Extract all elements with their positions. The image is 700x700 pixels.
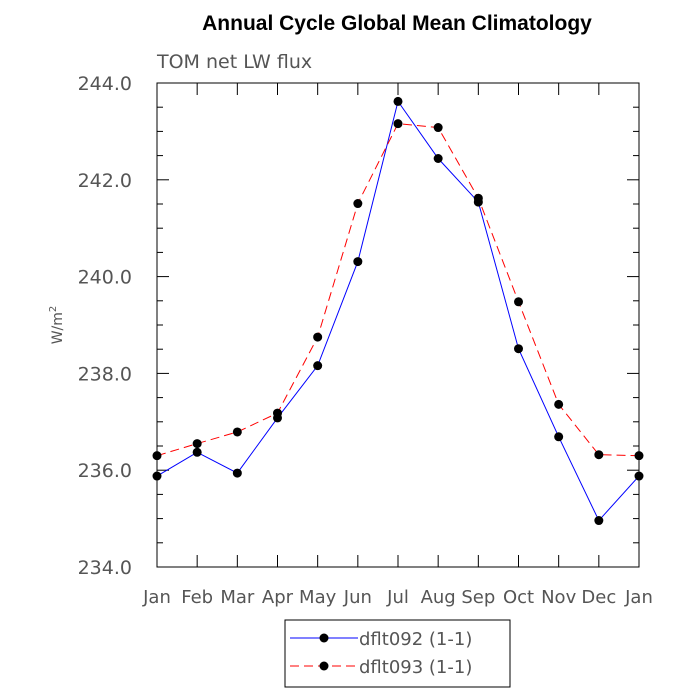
series-1-point bbox=[433, 154, 443, 164]
legend-label-2: dflt093 (1-1) bbox=[359, 657, 472, 678]
y-tick-label: 234.0 bbox=[78, 557, 132, 579]
y-tick-label: 244.0 bbox=[78, 73, 132, 95]
legend-label-1: dflt092 (1-1) bbox=[359, 629, 472, 650]
legend-box bbox=[284, 619, 511, 688]
series-2-point bbox=[273, 408, 282, 418]
series-2-point bbox=[232, 427, 242, 437]
series-1-point bbox=[192, 447, 202, 457]
x-axis: Jan Feb Mar Apr May Jun Jul Aug Sep Oct Nov Dec Jan bbox=[142, 83, 653, 608]
series-layer bbox=[152, 96, 644, 526]
series-2-point bbox=[353, 199, 363, 209]
series-2-point bbox=[554, 399, 564, 409]
series-1-point bbox=[152, 471, 162, 481]
y-axis-label-base: W/m bbox=[50, 312, 66, 344]
series-2-point bbox=[152, 451, 162, 461]
x-tick-label: Dec bbox=[581, 587, 616, 608]
x-tick-label: Jan bbox=[142, 587, 171, 608]
y-axis: 234.0 236.0 238.0 240.0 242.0 244.0 bbox=[78, 73, 639, 579]
series-line-1 bbox=[156, 100, 640, 522]
x-tick-label: Jan bbox=[624, 587, 653, 608]
chart-title: Annual Cycle Global Mean Climatology bbox=[202, 12, 592, 35]
x-tick-label: Nov bbox=[541, 587, 576, 608]
series-2-point bbox=[313, 332, 323, 342]
x-tick-label: Sep bbox=[461, 587, 495, 608]
series-1-point bbox=[313, 361, 323, 371]
y-axis-label-superscript: 2 bbox=[48, 306, 59, 312]
series-2-point bbox=[473, 193, 483, 203]
series-2-point bbox=[514, 297, 523, 307]
series-2-point bbox=[594, 450, 604, 460]
series-1-point bbox=[232, 468, 242, 478]
plot-frame bbox=[156, 82, 640, 568]
x-tick-label: Oct bbox=[503, 587, 534, 608]
series-2-point bbox=[192, 439, 202, 449]
x-tick-label: May bbox=[299, 587, 337, 608]
x-tick-label: Mar bbox=[220, 587, 255, 608]
legend-marker-2 bbox=[319, 661, 329, 671]
series-1-point bbox=[514, 344, 523, 354]
series-2-point bbox=[393, 119, 403, 129]
x-tick-label: Aug bbox=[421, 587, 456, 608]
x-tick-label: Feb bbox=[181, 587, 213, 608]
y-tick-label: 242.0 bbox=[78, 170, 132, 192]
series-1-point bbox=[594, 516, 604, 526]
series-1-point bbox=[353, 257, 363, 267]
y-tick-label: 240.0 bbox=[78, 267, 132, 289]
series-2-point bbox=[634, 451, 644, 461]
x-tick-label: Apr bbox=[262, 587, 294, 608]
series-1-point bbox=[393, 96, 403, 106]
y-tick-label: 238.0 bbox=[78, 363, 132, 385]
series-2-point bbox=[433, 123, 443, 133]
legend: dflt092 (1-1) dflt093 (1-1) bbox=[290, 629, 472, 678]
x-tick-label: Jun bbox=[343, 587, 372, 608]
chart-subtitle: TOM net LW flux bbox=[156, 51, 312, 73]
y-tick-label: 236.0 bbox=[78, 460, 132, 482]
series-line-2 bbox=[156, 123, 640, 457]
legend-marker-1 bbox=[319, 633, 329, 643]
series-1-point bbox=[634, 471, 644, 481]
y-axis-label: W/m2 bbox=[48, 306, 66, 345]
x-tick-label: Jul bbox=[386, 587, 409, 608]
series-1-point bbox=[554, 432, 564, 442]
